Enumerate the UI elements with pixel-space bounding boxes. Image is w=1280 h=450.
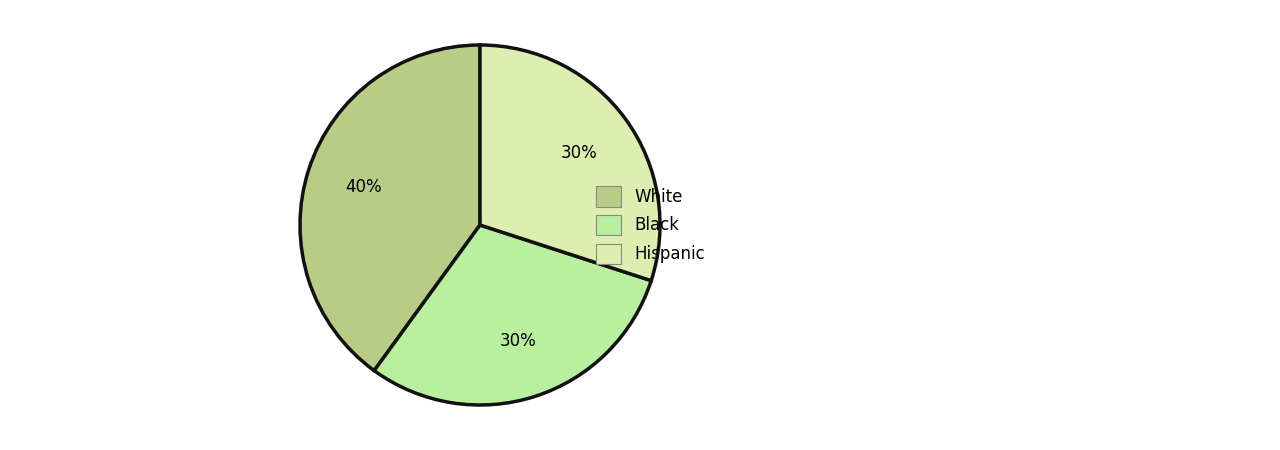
Text: 30%: 30%: [499, 333, 536, 351]
Wedge shape: [300, 45, 480, 371]
Wedge shape: [480, 45, 660, 281]
Text: 40%: 40%: [346, 178, 381, 196]
Text: 30%: 30%: [561, 144, 598, 162]
Legend: White, Black, Hispanic: White, Black, Hispanic: [588, 178, 713, 272]
Wedge shape: [374, 225, 652, 405]
